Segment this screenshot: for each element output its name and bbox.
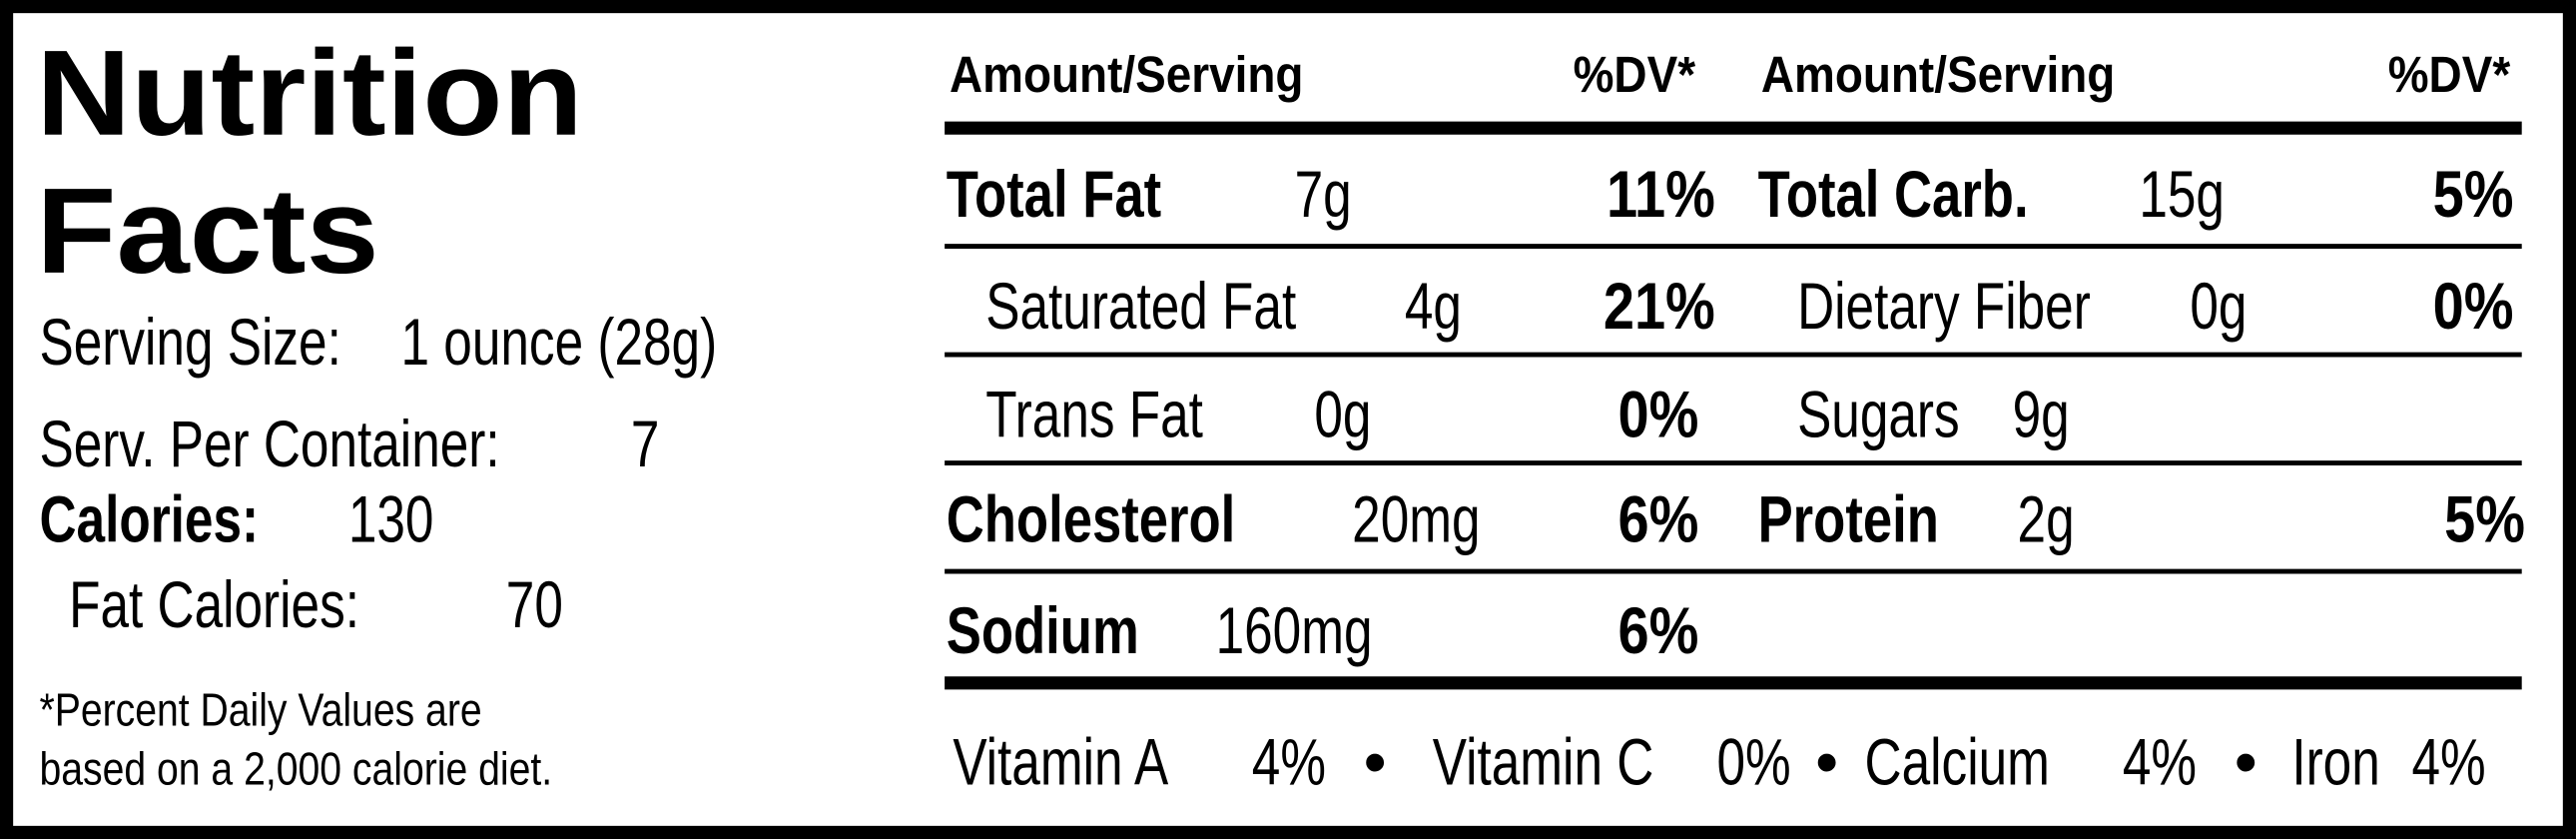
nutrient-name: Total Carb. <box>1758 157 2029 231</box>
vitamin-value: 4% <box>1252 725 1326 799</box>
nutrient-amount: 15g <box>2139 157 2225 231</box>
nutrient-name: Sugars <box>1797 377 1960 450</box>
nutrient-dv: 5% <box>2433 157 2514 231</box>
column-header: Amount/Serving <box>950 46 1303 103</box>
title: Nutrition <box>36 25 583 161</box>
serving-value: 7 <box>631 407 660 480</box>
fat-calories-value: 70 <box>506 567 563 641</box>
calories-label: Calories: <box>39 481 259 555</box>
nutrient-amount: 9g <box>2013 377 2070 450</box>
column-header: %DV* <box>2388 46 2511 103</box>
nutrient-dv: 21% <box>1604 269 1715 343</box>
nutrient-amount: 7g <box>1295 157 1352 231</box>
nutrient-amount: 0g <box>2190 269 2247 343</box>
footnote: *Percent Daily Values are <box>39 684 481 736</box>
nutrient-dv: 0% <box>2433 269 2514 343</box>
nutrient-dv: 6% <box>1618 481 1699 555</box>
serving-value: 1 ounce (28g) <box>400 305 717 379</box>
nutrient-name: Total Fat <box>947 157 1161 231</box>
serving-label: Serving Size: <box>39 305 340 379</box>
vitamin-value: 4% <box>2411 725 2485 799</box>
separator: • <box>2235 725 2257 799</box>
footnote: based on a 2,000 calorie diet. <box>39 743 552 795</box>
nutrient-name: Saturated Fat <box>985 269 1296 343</box>
nutrient-dv: 6% <box>1618 593 1699 667</box>
vitamin-name: Vitamin A <box>953 725 1168 799</box>
nutrient-dv: 0% <box>1618 377 1699 450</box>
vitamin-name: Calcium <box>1865 725 2050 799</box>
separator: • <box>1364 725 1387 799</box>
nutrient-name: Sodium <box>947 593 1139 667</box>
calories-value: 130 <box>348 481 434 555</box>
nutrient-name: Trans Fat <box>985 377 1203 450</box>
title: Facts <box>36 163 378 299</box>
nutrient-name: Dietary Fiber <box>1797 269 2091 343</box>
nutrient-amount: 160mg <box>1216 593 1373 667</box>
nutrient-dv: 5% <box>2444 481 2525 555</box>
separator: • <box>1815 725 1838 799</box>
nutrient-amount: 0g <box>1314 377 1371 450</box>
vitamin-value: 4% <box>2123 725 2197 799</box>
fat-calories-label: Fat Calories: <box>69 567 359 641</box>
nutrient-name: Protein <box>1758 481 1939 555</box>
nutrient-dv: 11% <box>1607 157 1715 231</box>
nutrient-name: Cholesterol <box>947 481 1236 555</box>
serving-label: Serv. Per Container: <box>39 407 499 480</box>
nutrient-amount: 4g <box>1405 269 1462 343</box>
vitamin-name: Vitamin C <box>1433 725 1654 799</box>
nutrient-amount: 20mg <box>1352 481 1480 555</box>
vitamin-name: Iron <box>2291 725 2379 799</box>
column-header: Amount/Serving <box>1761 46 2115 103</box>
nutrient-amount: 2g <box>2018 481 2075 555</box>
column-header: %DV* <box>1574 46 1696 103</box>
vitamin-value: 0% <box>1716 725 1790 799</box>
